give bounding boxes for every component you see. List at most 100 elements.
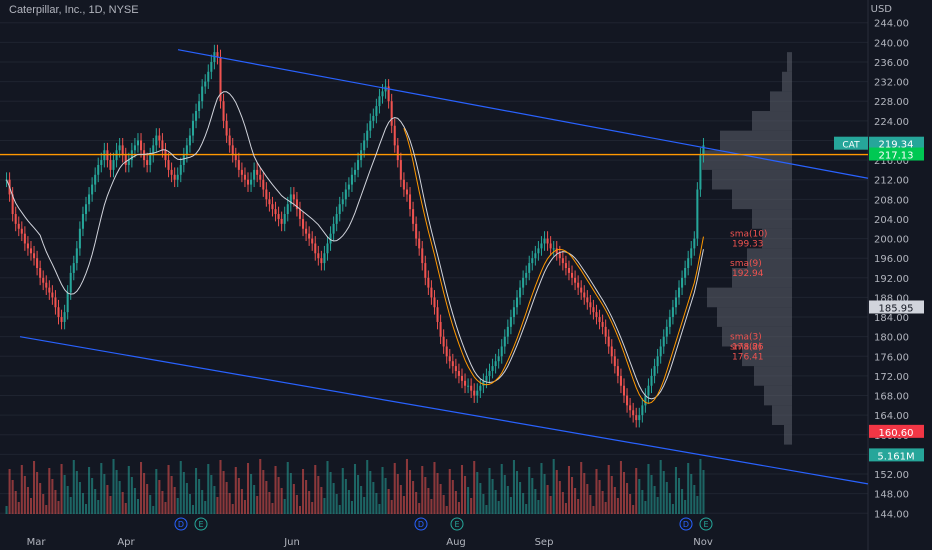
volume-bar	[375, 493, 378, 514]
candle	[121, 145, 124, 156]
x-tick-label: Aug	[446, 537, 466, 548]
volume-bar	[668, 493, 671, 514]
candle	[500, 346, 503, 357]
volume-bar	[341, 468, 344, 514]
volume-bar	[308, 491, 311, 514]
candle	[237, 160, 240, 170]
candle	[350, 174, 353, 185]
candle	[693, 238, 696, 249]
candle	[671, 307, 674, 318]
volume-bar	[143, 473, 146, 514]
candle	[75, 248, 78, 264]
candle	[543, 238, 546, 244]
sma-value: 178.86	[732, 343, 764, 353]
volume-bar	[155, 469, 158, 514]
candle	[696, 189, 699, 239]
volume-bar	[280, 488, 283, 514]
x-tick-label: Apr	[117, 537, 135, 548]
candle	[424, 263, 427, 278]
volume-bar	[329, 472, 332, 514]
candle	[622, 385, 626, 396]
candle	[448, 356, 451, 362]
candle	[268, 199, 271, 205]
candle	[427, 277, 430, 288]
y-tick-label: 176.00	[874, 352, 909, 363]
volume-bar	[8, 469, 11, 514]
volume-bar	[60, 464, 63, 514]
volume-bar	[589, 495, 592, 514]
candle	[546, 238, 549, 244]
volume-bar	[531, 478, 534, 514]
volume-bar	[387, 489, 390, 514]
candle	[204, 81, 207, 87]
volume-bar	[580, 462, 583, 514]
volume-bar	[81, 493, 84, 514]
sma-label: sma(9)	[730, 259, 762, 269]
candle	[308, 233, 311, 239]
volume-bar	[402, 496, 405, 514]
volume-bar	[378, 504, 381, 514]
volume-profile-bar	[720, 130, 792, 151]
channel-upper	[177, 49, 869, 179]
volume-profile-bar	[752, 209, 792, 229]
candle	[387, 86, 390, 102]
x-tick-label: Mar	[27, 537, 47, 548]
volume-bar	[295, 495, 298, 514]
volume-bar	[595, 469, 598, 514]
candle	[228, 135, 231, 146]
candle	[94, 174, 97, 185]
volume-bar	[121, 492, 124, 514]
candle	[644, 395, 647, 406]
candle	[250, 179, 253, 185]
candle	[574, 277, 577, 283]
event-marker-label: E	[454, 520, 459, 529]
candle	[363, 140, 366, 151]
candle	[326, 243, 329, 254]
volume-bar	[439, 484, 442, 514]
volume-bar	[112, 459, 115, 514]
candle	[451, 361, 454, 367]
volume-bar	[100, 463, 103, 514]
event-marker-label: E	[198, 520, 203, 529]
volume-bar	[204, 501, 207, 514]
volume-bar	[424, 477, 427, 514]
candle	[662, 336, 665, 347]
volume-profile-bar	[772, 405, 792, 425]
volume-bar	[353, 464, 357, 514]
y-tick-label: 200.00	[874, 235, 909, 246]
candle	[63, 312, 66, 322]
volume-bar	[115, 470, 118, 514]
candle	[57, 307, 60, 318]
candle	[577, 282, 580, 288]
candle	[439, 321, 442, 337]
candle	[335, 214, 338, 224]
candle	[408, 194, 412, 210]
volume-bar	[39, 483, 42, 514]
volume-bar	[442, 495, 445, 514]
candle	[152, 145, 155, 156]
x-tick-label: Sep	[535, 537, 554, 548]
price-tag-value: 160.60	[879, 428, 914, 439]
candle	[283, 214, 286, 224]
candle	[39, 268, 42, 278]
candle	[97, 164, 100, 175]
y-tick-label: 144.00	[874, 509, 909, 520]
candle	[305, 228, 308, 234]
volume-profile-bar	[764, 385, 792, 406]
candle	[482, 380, 485, 386]
volume-profile-bar	[707, 287, 792, 308]
volume-bar	[622, 472, 626, 514]
y-tick-label: 240.00	[874, 38, 909, 49]
volume-bar	[384, 478, 387, 514]
volume-bar	[149, 495, 152, 514]
event-marker	[450, 517, 464, 531]
volume-bar	[534, 489, 537, 514]
candle	[592, 307, 595, 313]
volume-bar	[88, 467, 91, 514]
y-tick-label: 196.00	[874, 254, 909, 265]
candle	[210, 61, 213, 72]
volume-bar	[170, 476, 173, 514]
candle	[185, 145, 188, 156]
volume-bar	[136, 499, 139, 514]
